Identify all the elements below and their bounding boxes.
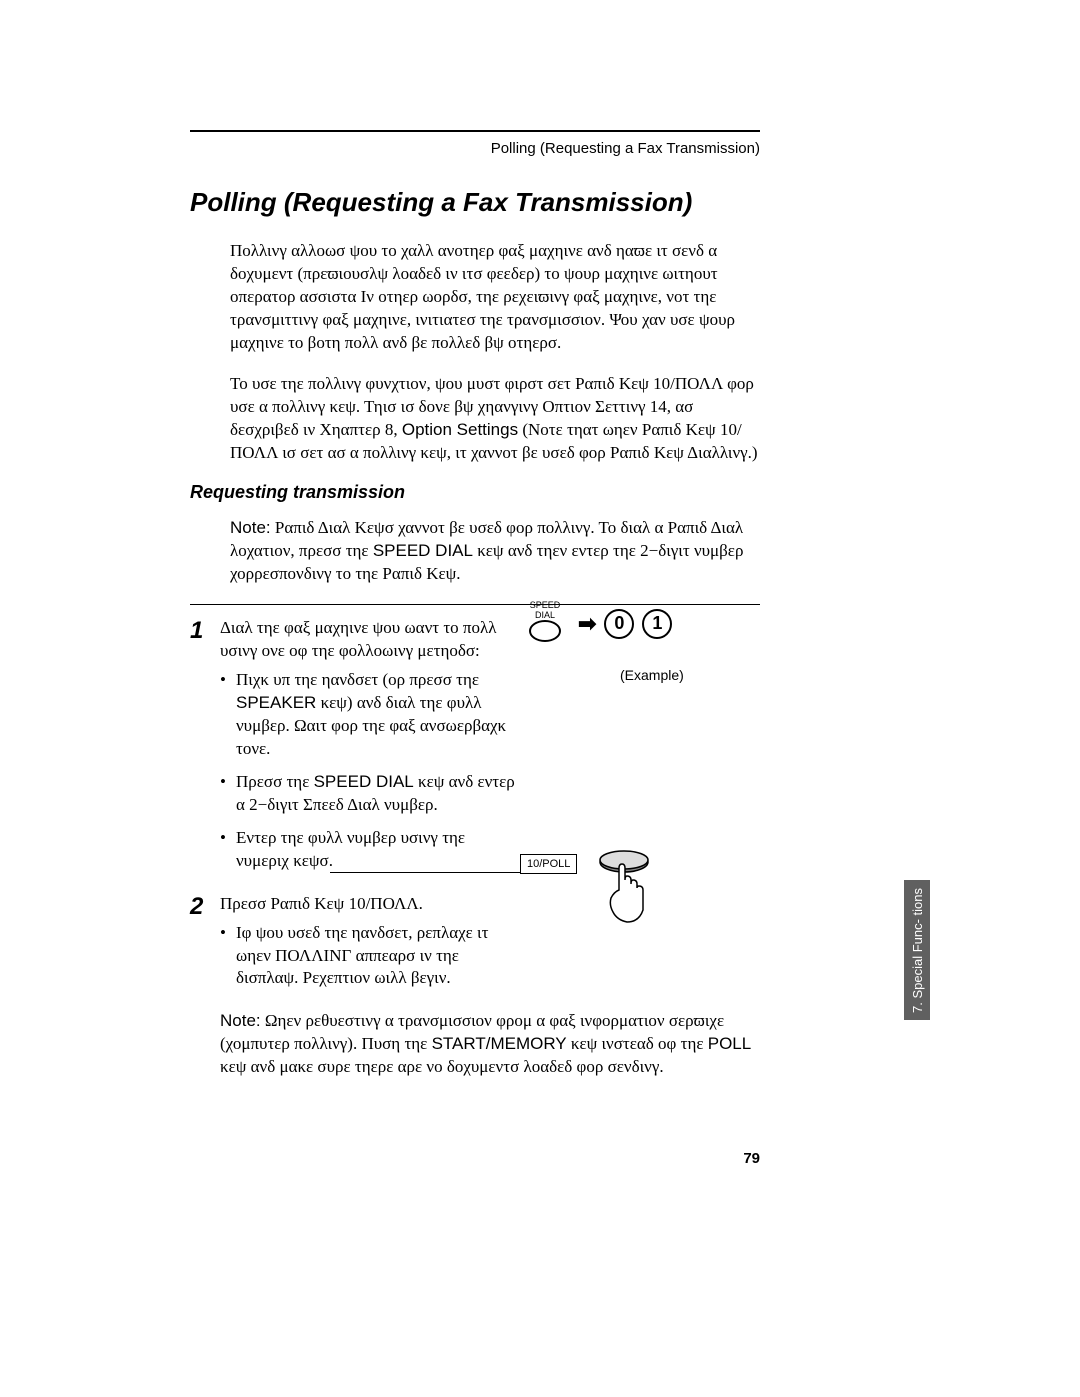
para2-option-settings: Option Settings [402,420,518,439]
step-1-bullet-2: Πρεσσ τηε SPEED DIAL κεψ ανδ εντερ α 2−δ… [220,771,520,817]
step-1-bullet-3: Εντερ τηε φυλλ νυμβερ υσινγ τηε νυμεριχ … [220,827,520,873]
poll-figure: 10/POLL [520,850,740,930]
page-number: 79 [743,1150,760,1167]
speed-dial-caption: SPEED DIAL [520,600,570,620]
intro-paragraph-1: Πολλινγ αλλοωσ ψου το χαλλ ανοτηερ φαξ μ… [230,240,760,355]
page-title: Polling (Requesting a Fax Transmission) [190,187,760,218]
keypad-1-icon: 1 [642,609,672,639]
poll-key-label: POLL [708,1034,751,1053]
speaker-key-label: SPEAKER [236,693,316,712]
bottom-note-label: Note: [220,1011,261,1030]
step-2-bullet-1: Ιφ ψου υσεδ τηε ηανδσετ, ρεπλαχε ιτ ωηεν… [220,922,510,991]
note-label: Note: [230,518,271,537]
top-rule [190,130,760,132]
step-1-number: 1 [190,617,220,882]
chapter-tab: 7. Special Func- tions [904,880,930,1020]
note-paragraph: Note: Ραπιδ Διαλ Κεψσ χαννοτ βε υσεδ φορ… [230,517,760,586]
poll-box-label: 10/POLL [520,854,577,874]
speed-dial-key-label: SPEED DIAL [314,772,414,791]
chapter-tab-label: 7. Special Func- tions [910,887,925,1012]
start-memory-label: START/MEMORY [432,1034,567,1053]
hand-press-icon [589,850,659,930]
speed-dial-figure: SPEED DIAL ➡ 0 1 (Example) [520,600,750,683]
step-2-number: 2 [190,893,220,1001]
intro-paragraph-2: Το υσε τηε πολλινγ φυνχτιον, ψου μυστ φι… [230,373,760,465]
step-1-bullet-1: Πιχκ υπ τηε ηανδσετ (ορ πρεσσ τηε SPEAKE… [220,669,520,761]
subheading: Requesting transmission [190,482,760,503]
example-label: (Example) [620,667,750,683]
step-2-intro: Πρεσσ Ραπιδ Κεψ 10/ΠΟΛΛ. [220,893,510,916]
note-speed-dial: SPEED DIAL [373,541,473,560]
arrow-icon: ➡ [578,611,596,637]
keypad-0-icon: 0 [604,609,634,639]
speed-dial-button-icon [529,620,561,642]
poll-leader-line [330,872,520,873]
step-1-intro: Διαλ τηε φαξ μαχηινε ψου ωαντ το πολλ υσ… [220,617,520,663]
bottom-note: Note: Ωηεν ρεθυεστινγ α τρανσμισσιον φρο… [220,1010,760,1079]
running-header: Polling (Requesting a Fax Transmission) [190,140,760,157]
